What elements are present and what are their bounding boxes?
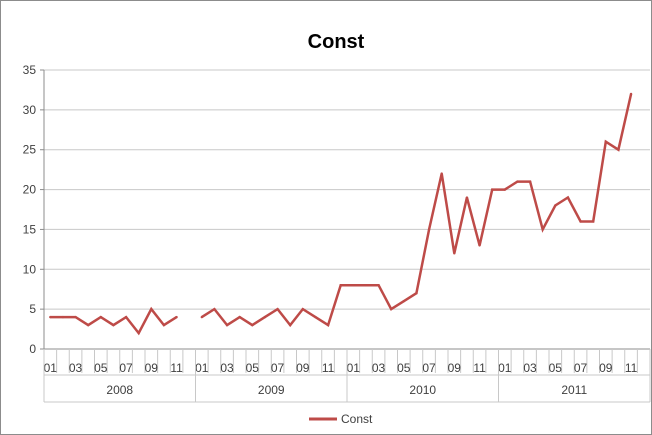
data-point (263, 315, 267, 319)
data-point (86, 323, 90, 327)
x-tick-label: 07 (119, 361, 133, 375)
data-point (402, 299, 406, 303)
y-tick-label: 10 (23, 262, 37, 276)
data-point (566, 196, 570, 199)
data-point (339, 284, 342, 287)
data-point (352, 284, 355, 287)
legend-label: Const (341, 412, 373, 426)
data-point (200, 315, 204, 319)
x-tick-label: 07 (271, 361, 285, 375)
x-tick-label: 03 (523, 361, 537, 375)
x-tick-label: 01 (195, 361, 209, 375)
y-tick-label: 35 (23, 63, 37, 77)
year-label: 2011 (561, 383, 587, 397)
x-tick-label: 03 (69, 361, 83, 375)
x-tick-label: 07 (574, 361, 588, 375)
x-tick-label: 03 (372, 361, 386, 375)
y-tick-label: 25 (23, 143, 37, 157)
x-tick-label: 11 (322, 361, 335, 375)
x-tick-label: 09 (599, 361, 613, 375)
data-point (453, 252, 456, 255)
x-tick-label: 05 (94, 361, 108, 375)
data-point (629, 92, 633, 96)
data-point (124, 315, 128, 319)
x-tick-label: 11 (625, 361, 638, 375)
y-tick-label: 20 (23, 183, 37, 197)
data-point (314, 315, 317, 319)
x-tick-label: 07 (422, 361, 436, 375)
y-tick-label: 15 (23, 222, 37, 236)
x-tick-label: 01 (347, 361, 361, 375)
data-point (503, 188, 507, 191)
year-label: 2009 (258, 383, 285, 397)
data-point (617, 148, 620, 151)
data-point (541, 228, 544, 231)
year-label: 2008 (106, 383, 133, 397)
data-point (440, 172, 443, 175)
data-point (579, 220, 582, 223)
x-tick-label: 05 (397, 361, 411, 375)
x-tick-label: 01 (44, 361, 58, 375)
series-line-const (50, 93, 633, 336)
data-point (516, 180, 519, 183)
data-point (465, 196, 469, 199)
data-point (415, 292, 418, 295)
plot-area (49, 92, 633, 336)
data-point (528, 180, 532, 183)
y-tick-label: 5 (29, 302, 36, 316)
data-point (604, 140, 608, 143)
data-point (175, 315, 178, 319)
data-point (326, 323, 330, 327)
data-point (490, 188, 494, 191)
x-tick-label: 05 (549, 361, 563, 375)
data-point (389, 307, 393, 311)
year-label: 2010 (409, 383, 436, 397)
data-point (276, 307, 279, 311)
data-point (288, 323, 292, 327)
chart-title: Const (308, 31, 365, 53)
data-point (377, 284, 380, 287)
y-tick-label: 0 (29, 342, 36, 356)
data-point (427, 228, 431, 231)
y-axis: 0 5 10 15 20 25 30 35 (23, 63, 45, 356)
x-tick-label: 11 (473, 361, 486, 375)
data-point (591, 220, 595, 223)
x-tick-label: 05 (246, 361, 260, 375)
gridlines (44, 69, 650, 350)
x-tick-label: 09 (145, 361, 159, 375)
data-point (49, 315, 52, 319)
data-point (99, 315, 103, 319)
data-point (238, 315, 241, 319)
x-tick-label: 01 (498, 361, 512, 375)
data-point (137, 331, 140, 335)
data-point (61, 315, 65, 319)
data-point (150, 307, 153, 311)
data-point (478, 244, 481, 247)
data-point (213, 307, 216, 311)
data-point (554, 204, 557, 207)
data-point (225, 323, 229, 327)
data-point (251, 323, 254, 327)
data-point (74, 315, 77, 319)
y-tick-label: 30 (23, 103, 37, 117)
data-point (162, 323, 166, 327)
legend: Const (309, 412, 373, 426)
data-point (364, 284, 368, 287)
x-axis: 01 03 05 07 09 11 01 03 05 07 09 11 01 03 05 07 09 11 01 03… (43, 349, 651, 403)
data-point (112, 323, 115, 327)
x-tick-label: 09 (448, 361, 462, 375)
data-point (301, 307, 305, 311)
x-tick-label: 11 (170, 361, 183, 375)
x-tick-label: 09 (296, 361, 310, 375)
x-tick-label: 03 (220, 361, 234, 375)
